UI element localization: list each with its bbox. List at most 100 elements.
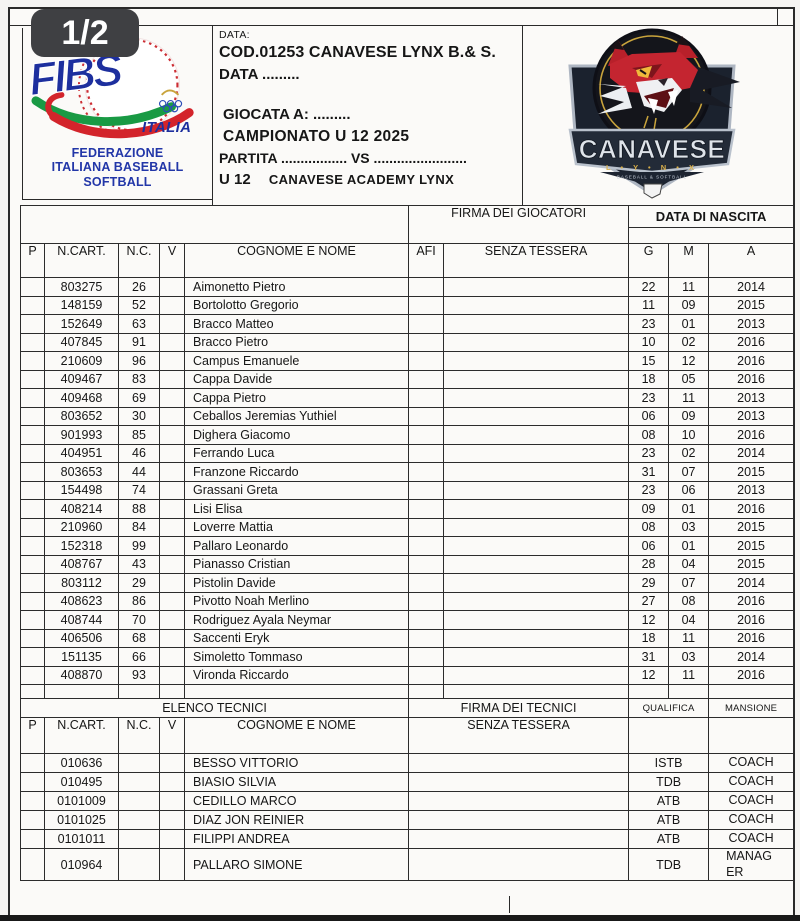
card-number-cell: 803275 [44,277,119,297]
tcol-mansione-empty [708,717,795,754]
birth-year-cell: 2015 [708,295,795,315]
birth-year-cell: 2015 [708,517,795,537]
afi-cell [408,277,445,297]
jersey-number-cell: 96 [118,351,160,371]
v-cell [159,829,185,849]
player-row: 407845 91 Bracco Pietro 10 02 2016 [20,332,795,352]
afi-cell [408,628,445,648]
player-row: 901993 85 Dighera Giacomo 08 10 2016 [20,425,795,445]
col-v: V [159,243,185,278]
afi-cell [408,314,445,334]
presence-cell [20,772,45,792]
signature-cell [408,753,630,773]
nc-cell [118,753,160,773]
v-cell [159,554,185,574]
afi-cell [408,462,445,482]
qualifica-cell: ATB [628,810,710,830]
player-name-cell: Loverre Mattia [183,517,410,537]
jersey-number-cell: 69 [118,388,160,408]
v-cell [159,610,185,630]
v-cell [159,462,185,482]
presence-cell [20,480,45,500]
mansione-cell: COACH [708,772,795,792]
birth-month-cell: 04 [668,610,710,630]
birth-month-cell: 08 [668,591,710,611]
signature-cell [443,517,630,537]
tecnico-name-cell: BESSO VITTORIO [183,753,410,773]
col-afi: AFI [408,243,445,278]
player-name-cell: Cappa Davide [183,369,410,389]
v-cell [159,425,185,445]
presence-cell [20,791,45,811]
presence-cell [20,753,45,773]
v-cell [159,351,185,371]
tecnico-name-cell: FILIPPI ANDREA [183,829,410,849]
match-header: DATA: COD.01253 CANAVESE LYNX B.& S. DAT… [219,30,519,187]
jersey-number-cell: 68 [118,628,160,648]
v-cell [159,573,185,593]
v-cell [159,332,185,352]
player-row: 151135 66 Simoletto Tommaso 31 03 2014 [20,647,795,667]
player-name-cell: Pivotto Noah Merlino [183,591,410,611]
player-name-cell: Campus Emanuele [183,351,410,371]
mansione-cell: MANAGER [708,847,795,882]
birth-day-cell: 09 [628,499,670,519]
jersey-number-cell: 43 [118,554,160,574]
player-row: 148159 52 Bortolotto Gregorio 11 09 2015 [20,295,795,315]
signature-cell [443,591,630,611]
roster-table: FIRMA DEI GIOCATORI DATA DI NASCITA P N.… [19,205,795,882]
tecnico-row: 0101009 CEDILLO MARCO ATB COACH [20,791,795,811]
team-code-line: COD.01253 CANAVESE LYNX B.& S. [219,43,496,61]
card-number-cell: 803112 [44,573,119,593]
presence-cell [20,829,45,849]
v-cell [159,847,185,882]
player-row: 409467 83 Cappa Davide 18 05 2016 [20,369,795,389]
card-number-cell: 408623 [44,591,119,611]
card-number-cell: 154498 [44,480,119,500]
nc-cell [118,810,160,830]
birth-day-cell: 15 [628,351,670,371]
player-name-cell: Pallaro Leonardo [183,536,410,556]
category-team-line: U 12 CANAVESE ACADEMY LYNX [219,172,519,187]
tcol-qualifica-empty [628,717,710,754]
v-cell [159,647,185,667]
birth-month-cell: 02 [668,332,710,352]
jersey-number-cell: 88 [118,499,160,519]
afi-cell [408,406,445,426]
card-number-cell: 010495 [44,772,119,792]
roster-table-wrap: FIRMA DEI GIOCATORI DATA DI NASCITA P N.… [19,205,795,882]
spacer-row [20,684,795,699]
birth-day-cell: 06 [628,406,670,426]
birth-month-cell: 09 [668,295,710,315]
player-name-cell: Ferrando Luca [183,443,410,463]
partita-line: PARTITA ................. VS ...........… [219,150,467,166]
federation-line-1: FEDERAZIONE [71,146,164,160]
v-cell [159,810,185,830]
birth-month-cell: 03 [668,647,710,667]
jersey-number-cell: 74 [118,480,160,500]
signature-cell [443,462,630,482]
afi-cell [408,499,445,519]
afi-cell [408,480,445,500]
player-name-cell: Franzone Riccardo [183,462,410,482]
tecnico-row: 010636 BESSO VITTORIO ISTB COACH [20,753,795,773]
afi-cell [408,591,445,611]
mansione-cell: COACH [708,753,795,773]
mansione-value: COACH [728,793,774,808]
tecnici-band-row: ELENCO TECNICI FIRMA DEI TECNICI QUALIFI… [19,698,795,718]
jersey-number-cell: 93 [118,665,160,685]
signature-cell [443,369,630,389]
card-number-cell: 409467 [44,369,119,389]
qualifica-cell: TDB [628,847,710,882]
signature-cell [443,314,630,334]
presence-cell [20,332,45,352]
v-cell [159,665,185,685]
birth-month-cell: 05 [668,369,710,389]
mansione-value: MANAGER [726,849,772,879]
presence-cell [20,591,45,611]
lynx-head-icon [598,36,740,131]
col-name: COGNOME E NOME [183,243,410,278]
player-row: 408744 70 Rodriguez Ayala Neymar 12 04 2… [20,610,795,630]
birth-year-cell: 2014 [708,573,795,593]
birth-year-cell: 2015 [708,462,795,482]
